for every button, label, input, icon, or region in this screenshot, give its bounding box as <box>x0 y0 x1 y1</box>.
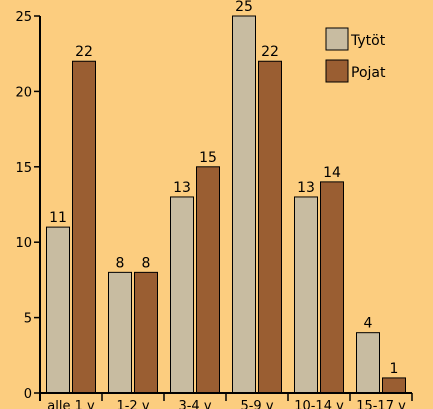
legend: Tytöt Pojat <box>325 27 386 83</box>
data-label: 1 <box>390 361 399 377</box>
bar-tytot-4 <box>294 196 318 394</box>
data-labels-layer: 11 22 8 8 13 15 25 22 13 14 4 1 <box>49 0 398 377</box>
data-label: 14 <box>323 165 341 181</box>
x-tick-label: 5-9 v <box>240 399 273 409</box>
data-label: 13 <box>297 180 315 196</box>
x-tick-label: 15-17 v <box>356 399 406 409</box>
data-label: 15 <box>199 150 217 166</box>
data-label: 22 <box>75 44 93 60</box>
data-label: 4 <box>364 316 373 332</box>
y-tick-label: 5 <box>24 312 32 327</box>
y-tick-label: 20 <box>15 85 32 100</box>
y-tick-label: 10 <box>15 236 32 251</box>
x-tick-label: 1-2 v <box>116 399 149 409</box>
legend-label: Pojat <box>351 65 386 81</box>
bar-pojat-3 <box>258 60 282 394</box>
bars-layer <box>46 15 406 394</box>
legend-label: Tytöt <box>350 33 386 49</box>
data-label: 11 <box>49 210 67 226</box>
bar-tytot-1 <box>108 271 132 394</box>
bar-tytot-0 <box>46 226 70 394</box>
data-label: 25 <box>235 0 253 15</box>
bar-pojat-4 <box>320 181 344 394</box>
data-label: 22 <box>261 44 279 60</box>
x-tick-label: alle 1 v <box>47 399 95 409</box>
bar-tytot-2 <box>170 196 194 394</box>
legend-swatch-pojat <box>325 59 349 83</box>
data-label: 13 <box>173 180 191 196</box>
y-tick-label: 15 <box>15 161 32 176</box>
y-tick-label: 25 <box>15 10 32 25</box>
bar-pojat-5 <box>382 377 406 394</box>
bar-pojat-2 <box>196 166 220 394</box>
x-tick-label: 3-4 v <box>178 399 211 409</box>
x-tick-label: 10-14 v <box>294 399 344 409</box>
bar-pojat-1 <box>134 271 158 394</box>
bar-pojat-0 <box>72 60 96 394</box>
axis-layer: 0 5 10 15 20 25 alle 1 v 1-2 v 3-4 v 5-9 v 10-14 v… <box>15 10 413 409</box>
y-tick-label: 0 <box>24 387 32 402</box>
legend-swatch-tytot <box>325 27 349 51</box>
data-label: 8 <box>142 255 151 271</box>
bar-tytot-5 <box>356 332 380 394</box>
data-label: 8 <box>116 255 125 271</box>
bar-tytot-3 <box>232 15 256 394</box>
